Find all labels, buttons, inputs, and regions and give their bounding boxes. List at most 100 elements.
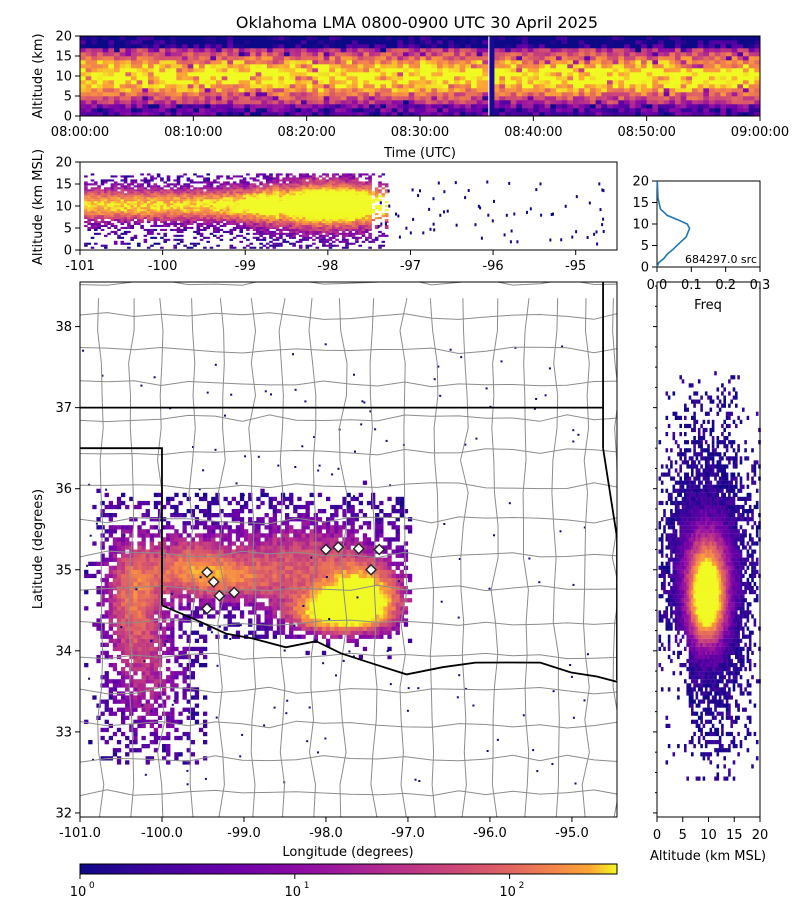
lon-alt-cell	[160, 221, 164, 224]
lon-alt-cell	[348, 217, 353, 220]
lon-alt-cell	[236, 209, 240, 212]
lon-alt-cell	[216, 244, 220, 247]
time-height-cell	[465, 40, 472, 45]
lon-alt-cell	[378, 207, 382, 210]
lon-alt-cell	[289, 195, 293, 198]
time-height-cell	[369, 88, 375, 93]
lon-alt-cell	[90, 222, 95, 225]
lon-alt-cell	[289, 201, 293, 204]
time-height-cell	[250, 40, 256, 45]
lon-alt-cell	[229, 219, 234, 222]
lon-alt-cell	[206, 199, 210, 202]
time-height-cell	[91, 112, 98, 117]
lon-alt-cell	[127, 189, 131, 192]
lon-alt-cell	[219, 238, 224, 241]
lon-alt-cell	[186, 226, 191, 229]
lon-alt-cell	[312, 177, 316, 180]
lon-alt-cell	[173, 189, 177, 192]
time-height-cell	[663, 44, 670, 49]
lon-alt-cell	[87, 203, 91, 206]
time-height-cell	[437, 72, 443, 77]
lon-alt-cell	[256, 228, 260, 231]
time-height-cell	[125, 56, 132, 61]
lon-alt-cell	[196, 226, 201, 229]
time-height-cell	[318, 96, 324, 101]
lon-alt-cell	[120, 183, 125, 186]
time-height-cell	[176, 60, 183, 65]
time-height-x-ticks: 08:00:00 08:10:00 08:20:00 08:30:00 08:40:00…	[51, 116, 789, 140]
lon-alt-cell	[104, 213, 108, 216]
lon-alt-cell	[289, 228, 293, 231]
time-height-cell	[652, 44, 659, 49]
time-height-cell	[624, 104, 630, 109]
time-height-cell	[284, 64, 290, 69]
lon-alt-cell	[236, 201, 240, 204]
time-height-cell	[448, 92, 455, 97]
lon-alt-cell	[256, 173, 260, 176]
time-height-cell	[697, 112, 704, 117]
time-height-cell	[680, 84, 687, 89]
time-height-cell	[658, 40, 664, 45]
lon-alt-cell	[298, 175, 303, 178]
lon-alt-cell	[110, 185, 115, 188]
lon-alt-cell	[292, 230, 296, 233]
time-height-cell	[80, 96, 86, 101]
time-height-cell	[391, 96, 398, 101]
lon-alt-cell	[123, 195, 128, 198]
lon-alt-cell	[289, 209, 293, 212]
time-height-cell	[646, 96, 653, 101]
lon-alt-cell	[348, 222, 353, 225]
time-height-cell	[544, 84, 551, 89]
lon-alt-cell	[351, 189, 356, 192]
lon-alt-cell	[170, 187, 174, 190]
lon-alt-cell	[239, 175, 243, 178]
lon-alt-cell	[176, 234, 181, 237]
time-height-cell	[289, 36, 296, 41]
lon-alt-cell	[384, 234, 389, 237]
time-height-cell	[425, 80, 432, 85]
time-height-cell	[142, 108, 149, 113]
lon-alt-cell	[203, 187, 207, 190]
lon-alt-cell	[216, 236, 220, 239]
lon-alt-cell	[259, 246, 263, 249]
time-height-cell	[527, 80, 534, 85]
lon-alt-cell	[305, 234, 310, 237]
lon-alt-cell	[173, 193, 177, 196]
lon-alt-cell	[378, 234, 382, 237]
time-height-cell	[397, 68, 404, 73]
time-height-cell	[544, 56, 551, 61]
lon-alt-cell	[322, 207, 326, 210]
lon-alt-cell	[160, 217, 164, 220]
time-height-cell	[544, 76, 551, 81]
lon-alt-cell	[259, 215, 263, 218]
time-height-cell	[176, 64, 183, 69]
time-height-cell	[499, 88, 506, 93]
lon-alt-cell	[341, 193, 346, 196]
time-height-cell	[482, 96, 489, 101]
time-height-cell	[114, 44, 120, 49]
time-height-cell	[91, 60, 98, 65]
lon-alt-sparse-source	[560, 238, 563, 242]
time-height-cell	[663, 36, 670, 41]
lon-alt-cell	[222, 189, 227, 192]
lon-alt-cell	[113, 215, 118, 218]
lon-alt-cell	[143, 228, 148, 231]
lon-alt-cell	[153, 201, 158, 204]
lon-alt-cell	[332, 228, 336, 231]
time-height-cell	[386, 104, 392, 109]
lon-alt-cell	[361, 191, 366, 194]
time-height-cell	[482, 64, 489, 69]
time-height-cell	[743, 44, 749, 49]
time-height-cell	[374, 92, 381, 97]
time-height-cell	[187, 60, 194, 65]
lon-alt-cell	[84, 224, 88, 227]
time-height-cell	[414, 48, 421, 53]
lon-alt-cell	[295, 224, 300, 227]
lon-alt-cell	[216, 199, 220, 202]
time-height-cell	[114, 108, 120, 113]
lon-alt-cell	[189, 207, 194, 210]
lon-alt-cell	[365, 205, 369, 208]
time-height-cell	[561, 84, 568, 89]
time-height-cell	[306, 68, 313, 73]
lon-alt-cell	[120, 205, 125, 208]
